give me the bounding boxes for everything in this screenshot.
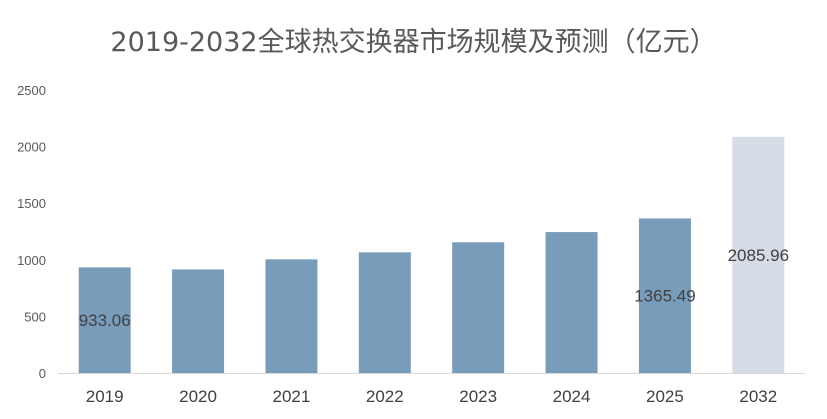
y-tick-label: 1000 — [17, 253, 46, 268]
y-tick-label: 2500 — [17, 83, 46, 98]
x-tick-label: 2025 — [646, 387, 684, 406]
x-tick-label: 2022 — [366, 387, 404, 406]
bar-2020 — [172, 269, 225, 373]
y-axis: 0 500 1000 1500 2000 2500 — [17, 83, 46, 381]
bar-2025 — [638, 218, 691, 373]
y-tick-label: 2000 — [17, 140, 46, 155]
y-tick-label: 1500 — [17, 196, 46, 211]
bar-2022 — [358, 252, 411, 373]
y-tick-label: 500 — [24, 309, 46, 324]
bar-2032 — [732, 136, 785, 373]
bar-2019 — [78, 267, 131, 373]
data-labels: 933.06 1365.49 2085.96 — [79, 246, 789, 330]
x-tick-label: 2020 — [179, 387, 217, 406]
bars — [78, 136, 785, 373]
x-tick-label: 2023 — [459, 387, 497, 406]
data-label: 2085.96 — [728, 246, 789, 265]
x-tick-label: 2021 — [273, 387, 311, 406]
bar-2023 — [452, 242, 505, 373]
data-label: 1365.49 — [634, 287, 695, 306]
bar-2021 — [265, 259, 318, 373]
data-label: 933.06 — [79, 311, 131, 330]
x-tick-label: 2032 — [739, 387, 777, 406]
bar-2024 — [545, 232, 598, 373]
x-tick-label: 2019 — [86, 387, 124, 406]
y-tick-label: 0 — [39, 366, 46, 381]
x-axis: 2019 2020 2021 2022 2023 2024 2025 2032 — [86, 387, 777, 406]
chart-title: 2019-2032全球热交换器市场规模及预测（亿元） — [110, 27, 717, 58]
x-tick-label: 2024 — [553, 387, 591, 406]
